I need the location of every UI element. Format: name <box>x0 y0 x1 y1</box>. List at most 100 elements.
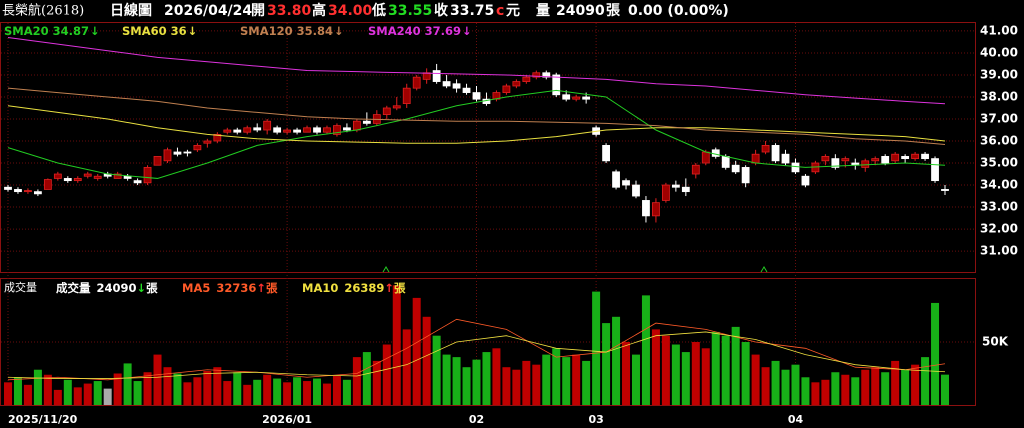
legend-value: 37.69 <box>425 24 461 38</box>
stock-name: 長榮航(2618) <box>2 3 84 19</box>
volume-bar <box>562 357 571 405</box>
candle-body <box>343 127 351 131</box>
candle-body <box>861 160 870 168</box>
price-panel <box>0 22 976 273</box>
candle-body <box>213 134 222 142</box>
volume-bar <box>432 335 441 405</box>
y-tick-label: 37.00 <box>980 111 1018 125</box>
candle-body <box>73 178 82 182</box>
legend-arrow: ↑ <box>384 281 394 295</box>
volume-bar <box>412 297 421 405</box>
x-tick-label: 2025/11/20 <box>8 413 78 426</box>
volume-bar <box>63 379 72 405</box>
candle-body <box>681 186 690 193</box>
volume-bar <box>891 360 900 405</box>
legend-item: SMA20 34.87↓ <box>4 24 100 38</box>
legend-arrow: ↓ <box>188 24 198 38</box>
x-tick-label: 04 <box>788 413 804 426</box>
y-tick-label: 35.00 <box>980 156 1018 170</box>
candle-body <box>93 175 102 179</box>
volume-bar <box>871 367 880 405</box>
candle-body <box>53 173 62 179</box>
legend-item: SMA240 37.69↓ <box>368 24 472 38</box>
legend-unit: 張 <box>266 281 278 295</box>
volume-ma-line <box>7 331 946 379</box>
volume-bar <box>303 381 312 405</box>
candle-body <box>632 184 640 197</box>
legend-arrow: ↓ <box>462 24 472 38</box>
candle-body <box>143 167 152 184</box>
candle-body <box>602 145 610 162</box>
volume-bar <box>53 389 62 405</box>
legend-item: 成交量 24090↓張 <box>56 281 158 295</box>
candle-body <box>133 180 142 184</box>
sma-line <box>7 87 946 146</box>
candle-body <box>652 202 660 217</box>
volume-bar <box>781 369 790 405</box>
volume-bar <box>512 369 521 405</box>
y-tick-label: 50K <box>982 335 1009 349</box>
volume-bar <box>622 342 631 405</box>
volume-bar <box>831 372 840 405</box>
sma-line <box>7 105 946 144</box>
change: 0.00 (0.00%) <box>628 3 729 19</box>
candle-body <box>801 175 810 186</box>
candle-body <box>273 127 282 133</box>
candle-body <box>941 189 949 191</box>
sma-line <box>7 37 946 105</box>
candle-body <box>432 70 441 82</box>
y-tick-label: 40.00 <box>980 45 1018 59</box>
candle-body <box>771 145 780 162</box>
candle-body <box>43 179 52 190</box>
candle-body <box>522 76 531 82</box>
legend-value: 32736 <box>216 281 256 295</box>
volume-bar <box>103 388 112 405</box>
candle-body <box>562 94 571 100</box>
candle-body <box>163 149 172 162</box>
volume-bar <box>173 373 182 405</box>
volume-bar <box>362 352 371 405</box>
legend-unit: 張 <box>394 281 406 295</box>
legend-name: MA10 <box>302 281 338 295</box>
candle-body <box>711 149 720 157</box>
volume-bar <box>123 363 132 405</box>
legend-value: 35.84 <box>297 24 333 38</box>
candle-body <box>123 175 132 179</box>
candle-body <box>831 158 840 168</box>
flag: c <box>496 3 504 19</box>
volume-bar <box>602 323 611 405</box>
candle-body <box>83 173 92 177</box>
volume-bar <box>183 382 192 405</box>
volume-bar <box>43 374 52 405</box>
candle-body <box>263 120 272 131</box>
volume-panel <box>0 278 976 406</box>
legend-name: SMA120 <box>240 24 293 38</box>
volume-bar <box>931 302 940 405</box>
volume-label: 量 <box>536 3 550 19</box>
volume-bar <box>402 329 411 405</box>
candle-body <box>153 156 162 166</box>
candle-body <box>462 87 471 93</box>
candle-body <box>741 167 750 184</box>
candle-body <box>223 129 232 133</box>
legend-value: 26389 <box>344 281 384 295</box>
volume-bar <box>492 348 501 405</box>
volume-bar <box>661 335 670 405</box>
volume-bar <box>213 367 222 405</box>
legend-item: SMA60 36↓ <box>122 24 197 38</box>
volume-bar <box>83 383 92 405</box>
candle-body <box>113 173 122 179</box>
x-tick-label: 02 <box>469 413 484 426</box>
y-tick-label: 36.00 <box>980 134 1018 148</box>
marker <box>382 266 768 273</box>
candle-body <box>572 96 581 100</box>
volume-bar <box>861 369 870 405</box>
candle-body <box>671 184 680 188</box>
volume-bar <box>532 364 541 405</box>
volume: 24090 <box>556 3 605 19</box>
volume-bar <box>761 367 770 405</box>
candle-body <box>233 129 242 133</box>
candle-body <box>293 129 301 133</box>
legend-value: 36 <box>171 24 187 38</box>
